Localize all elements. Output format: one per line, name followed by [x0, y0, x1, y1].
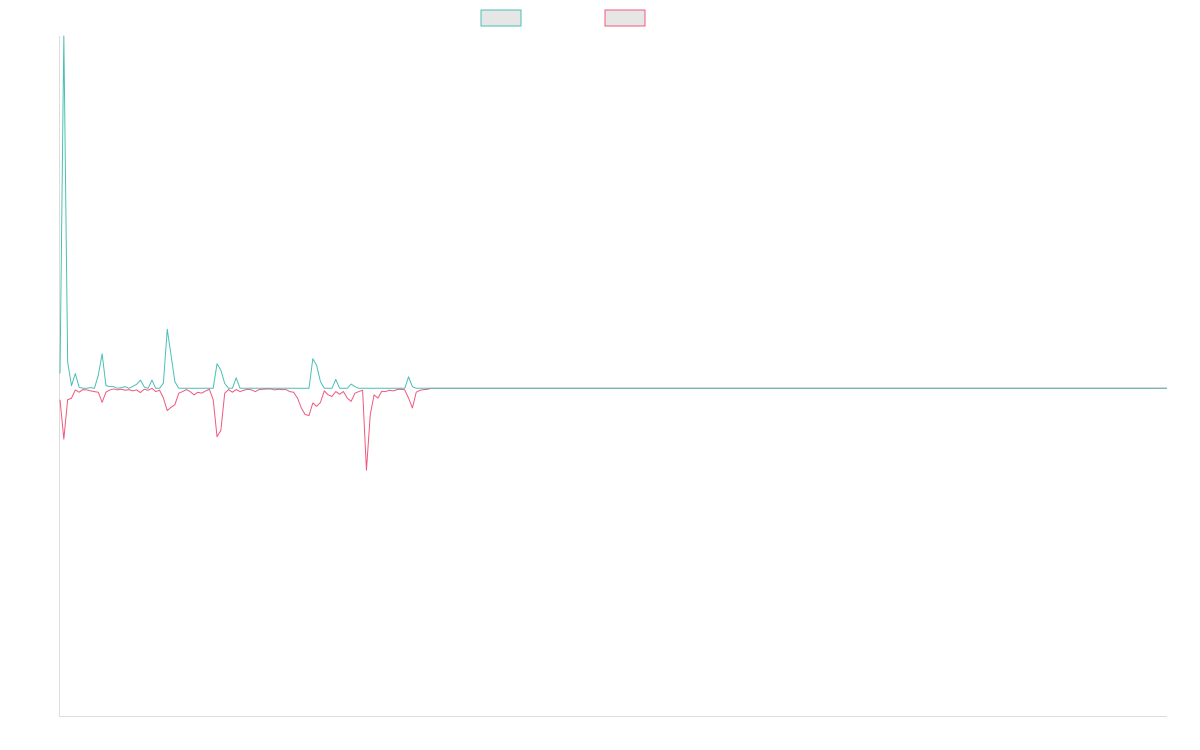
legend-swatch-series-b[interactable]: [604, 9, 646, 27]
series-line-a: [59, 35, 1167, 389]
legend-item-series-a[interactable]: [480, 9, 522, 27]
plot-area: [59, 35, 1167, 717]
legend-swatch-series-a[interactable]: [480, 9, 522, 27]
series-line-b: [59, 387, 1167, 471]
chart-legend: [480, 9, 646, 27]
series-layer: [59, 35, 1167, 471]
legend-item-series-b[interactable]: [604, 9, 646, 27]
